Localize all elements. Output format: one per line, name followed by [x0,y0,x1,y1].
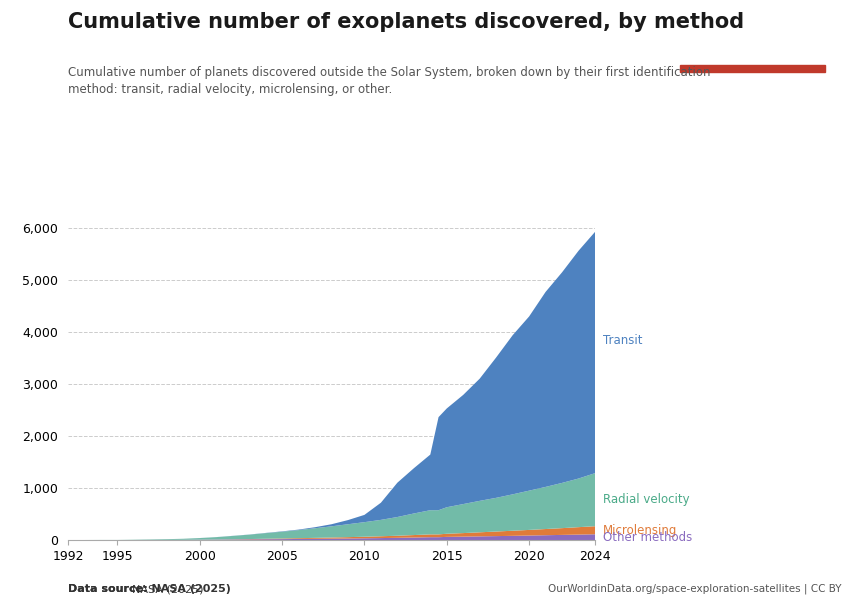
Text: NASA (2025): NASA (2025) [132,584,203,594]
Text: Transit: Transit [604,334,643,347]
Text: Data source: NASA (2025): Data source: NASA (2025) [68,584,231,594]
Text: Radial velocity: Radial velocity [604,493,690,506]
Text: Microlensing: Microlensing [604,524,677,537]
Text: Cumulative number of planets discovered outside the Solar System, broken down by: Cumulative number of planets discovered … [68,66,711,96]
Text: Other methods: Other methods [604,530,693,544]
Text: Data source:: Data source: [68,584,151,594]
Text: Cumulative number of exoplanets discovered, by method: Cumulative number of exoplanets discover… [68,12,744,32]
Text: Our World: Our World [719,26,785,40]
Bar [680,65,824,72]
Text: OurWorldinData.org/space-exploration-satellites | CC BY: OurWorldinData.org/space-exploration-sat… [548,583,842,594]
Text: in Data: in Data [728,44,776,58]
